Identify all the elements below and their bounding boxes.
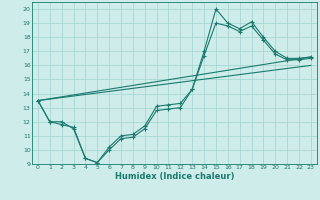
X-axis label: Humidex (Indice chaleur): Humidex (Indice chaleur) (115, 172, 234, 181)
